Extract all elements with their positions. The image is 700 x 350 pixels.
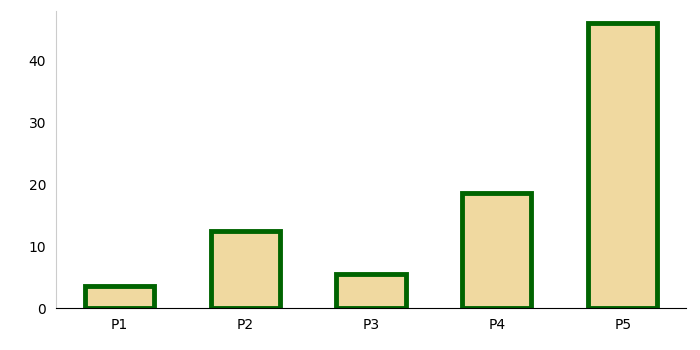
Bar — [588, 23, 657, 308]
Bar — [211, 231, 280, 308]
Bar — [337, 274, 405, 308]
Bar — [462, 193, 531, 308]
Bar — [85, 286, 154, 308]
